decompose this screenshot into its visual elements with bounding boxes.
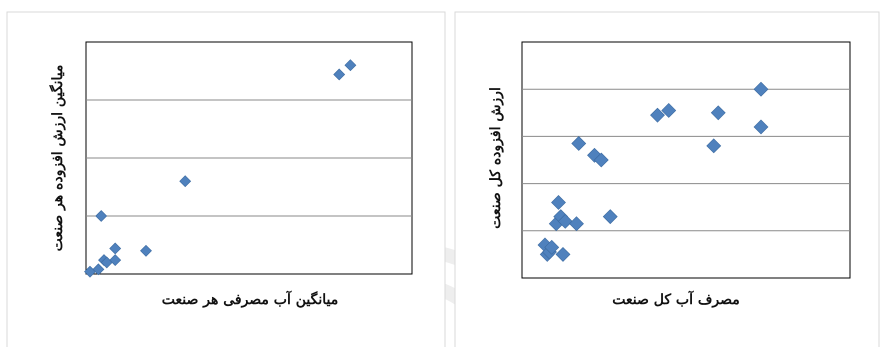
right-scatter-series: [537, 81, 769, 262]
right-data-point-14: [602, 209, 618, 225]
right-y-axis-label: ارزش افزوده کل صنعت: [488, 87, 504, 229]
right-data-point-15: [650, 107, 665, 123]
right-data-point-19: [753, 119, 769, 135]
right-plot-area: [521, 41, 851, 279]
right-data-point-4: [544, 239, 560, 255]
right-data-point-16: [661, 103, 677, 118]
right-data-point-17: [706, 138, 722, 154]
right-data-point-11: [571, 136, 587, 151]
right-data-point-20: [753, 81, 769, 97]
left-data-point-8: [140, 244, 152, 257]
left-data-point-2: [92, 263, 105, 276]
left-data-point-3: [95, 210, 108, 222]
right-x-axis-label: مصرف آب کل صنعت: [612, 290, 739, 308]
left-scatter-series: [84, 59, 357, 278]
left-gridlines: [86, 99, 412, 217]
right-chart: مصرف آب کل صنعت ارزش افزوده کل صنعت: [454, 11, 880, 351]
right-data-point-6: [551, 195, 566, 210]
right-data-point-13: [593, 152, 609, 168]
left-data-point-11: [344, 59, 357, 72]
right-data-point-9: [557, 213, 573, 229]
right-data-point-10: [569, 216, 584, 232]
right-data-point-18: [710, 105, 726, 121]
left-data-point-10: [333, 68, 346, 81]
left-chart: میانگین آب مصرفی هر صنعت میانگین ارزش اف…: [6, 11, 446, 351]
left-data-point-6: [109, 254, 122, 267]
left-y-axis-label: میانگین ارزش افزوده هر صنعت: [49, 65, 66, 252]
right-data-point-8: [555, 246, 571, 262]
left-data-point-9: [179, 175, 192, 188]
left-data-point-7: [109, 242, 122, 255]
left-x-axis-label: میانگین آب مصرفی هر صنعت: [162, 290, 339, 308]
